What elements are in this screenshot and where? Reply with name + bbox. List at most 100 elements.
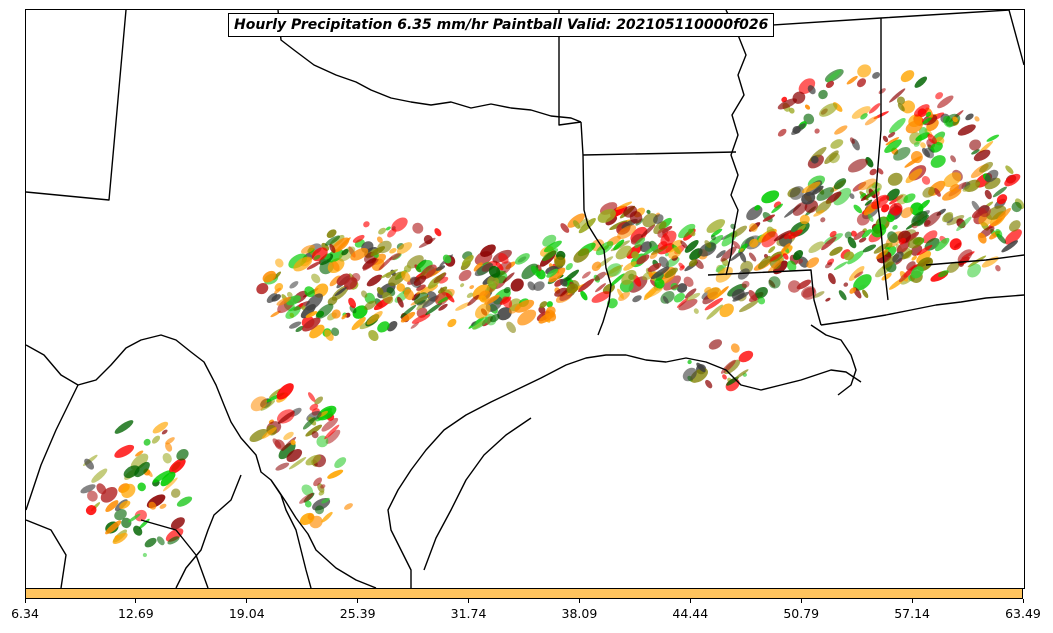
paintball-blob [165, 442, 173, 452]
paintball-blob [918, 199, 930, 211]
paintball-blob [445, 292, 455, 303]
paintball-blob [967, 263, 982, 278]
paintball-blob [114, 444, 135, 458]
paintball-blob [933, 188, 941, 197]
paintball-blob [884, 139, 902, 153]
paintball-blob [746, 205, 763, 221]
paintball-blob [410, 322, 419, 329]
paintball-blob [844, 231, 852, 239]
paintball-blob [400, 311, 416, 323]
paintball-blob [864, 199, 873, 206]
paintball-blob [642, 244, 659, 256]
paintball-blob [803, 113, 815, 125]
paintball-blob [644, 286, 663, 298]
paintball-blob [673, 292, 685, 303]
paintball-blob [640, 224, 656, 238]
paintball-blob [901, 250, 913, 260]
paintball-blob [276, 296, 291, 306]
paintball-blob [657, 243, 675, 255]
paintball-blob [767, 258, 784, 273]
paintball-blob [396, 242, 413, 255]
paintball-blob [843, 251, 855, 261]
paintball-blob [905, 120, 923, 134]
paintball-blob [364, 300, 377, 311]
paintball-blob [302, 417, 316, 430]
paintball-blob [719, 303, 734, 318]
map-title: Hourly Precipitation 6.35 mm/hr Paintbal… [228, 13, 775, 37]
paintball-blob [615, 245, 632, 260]
paintball-blob [545, 309, 557, 322]
paintball-blob [731, 225, 748, 238]
paintball-blob [696, 362, 706, 373]
paintball-blob [654, 278, 665, 289]
paintball-blob [327, 296, 338, 306]
paintball-blob [128, 513, 141, 523]
paintball-blob [792, 125, 801, 134]
paintball-blob [403, 265, 412, 273]
paintball-blob [311, 273, 321, 284]
paintball-blob [849, 137, 855, 144]
paintball-blob [479, 295, 487, 303]
paintball-blob [923, 211, 942, 228]
paintball-blob [815, 200, 832, 214]
paintball-blob [389, 252, 401, 261]
paintball-blob [321, 511, 333, 523]
paintball-blob [1005, 165, 1014, 174]
paintball-blob [693, 308, 699, 314]
paintball-blob [1001, 240, 1019, 253]
paintball-blob [824, 150, 839, 165]
paintball-blob [636, 254, 650, 265]
paintball-blob [514, 253, 530, 265]
paintball-blob [853, 204, 863, 214]
paintball-blob [119, 500, 131, 509]
paintball-blob [591, 291, 611, 303]
paintball-blob [901, 100, 916, 114]
paintball-blob [329, 234, 345, 248]
paintball-blob [893, 146, 911, 161]
paintball-blob [995, 207, 1011, 224]
paintball-blob [560, 223, 570, 233]
paintball-blob [813, 291, 825, 298]
paintball-blob [814, 128, 820, 134]
paintball-blob [299, 493, 314, 504]
paintball-blob [911, 266, 924, 279]
paintball-blob [286, 291, 293, 298]
paintball-blob [730, 343, 740, 353]
paintball-blob [435, 265, 446, 271]
paintball-blob [91, 468, 108, 483]
paintball-blob [301, 244, 315, 254]
paintball-blob [327, 469, 344, 479]
paintball-blob [665, 252, 669, 257]
colorbar-tick [468, 599, 470, 603]
paintball-blob [332, 261, 340, 272]
paintball-blob [907, 236, 924, 249]
paintball-blob [170, 517, 185, 530]
paintball-blob [737, 268, 750, 280]
paintball-blob [646, 209, 651, 215]
paintball-blob [275, 258, 284, 268]
paintball-blob [819, 103, 838, 117]
paintball-blob [662, 296, 669, 304]
paintball-blob [1008, 220, 1021, 232]
paintball-blob [761, 190, 780, 204]
paintball-blob [825, 297, 831, 302]
paintball-blob [298, 302, 304, 308]
paintball-blob [707, 287, 722, 300]
paintball-blob [889, 117, 906, 134]
paintball-blob [974, 116, 980, 122]
paintball-blob [539, 301, 548, 309]
paintball-blob [285, 306, 301, 319]
paintball-blob [653, 214, 664, 225]
paintball-blob [84, 458, 95, 470]
paintball-blob [965, 113, 974, 121]
paintball-blob [735, 369, 749, 379]
paintball-blob [995, 229, 1003, 238]
paintball-blob [293, 256, 313, 272]
paintball-blob [942, 188, 962, 201]
paintball-blob [847, 236, 857, 249]
colorbar-tick-label: 57.14 [894, 606, 930, 621]
paintball-blob [336, 273, 351, 286]
paintball-blob [678, 262, 685, 269]
paintball-blob [351, 317, 366, 331]
paintball-blob [302, 317, 321, 332]
